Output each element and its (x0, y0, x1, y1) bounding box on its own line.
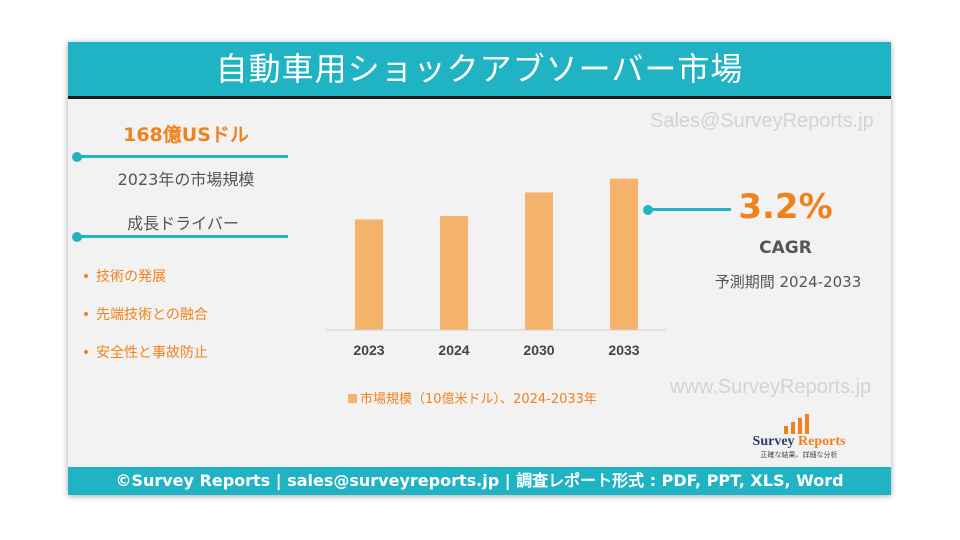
x-tick-label: 2023 (353, 342, 384, 358)
logo-tagline: 正確な結果、詳細な分析 (760, 451, 838, 459)
driver-item: • 技術の発展 (76, 267, 208, 305)
x-tick-label: 2033 (608, 342, 639, 358)
x-tick-label: 2024 (438, 342, 469, 358)
bar-2024 (440, 216, 468, 330)
drivers-divider-line (78, 235, 288, 238)
infographic-card: 自動車用ショックアブソーバー市場 Sales@SurveyReports.jp … (68, 42, 891, 495)
cagr-label: CAGR (759, 238, 812, 258)
legend-label: 市場規模（10億米ドル）、2024-2033年 (360, 392, 597, 407)
title-divider (68, 96, 891, 99)
bullet-icon: • (81, 345, 91, 361)
market-bar-chart: 2023 2024 2030 2033 (326, 178, 666, 358)
footer-bar: ©Survey Reports | sales@surveyreports.jp… (68, 467, 891, 495)
bar-2033 (610, 178, 638, 330)
driver-item: • 先端技術との融合 (76, 305, 208, 343)
email-watermark: Sales@SurveyReports.jp (650, 110, 874, 132)
driver-text: 先端技術との融合 (96, 307, 208, 323)
x-tick-label: 2030 (523, 342, 554, 358)
bullet-icon: • (81, 307, 91, 323)
driver-text: 技術の発展 (96, 269, 166, 285)
legend-swatch (348, 394, 357, 403)
market-divider-dot (72, 152, 82, 162)
bar-2023 (355, 219, 383, 330)
logo-wordmark: Survey Reports (752, 434, 846, 449)
site-watermark: www.SurveyReports.jp (670, 376, 872, 398)
chart-legend: 市場規模（10億米ドル）、2024-2033年 (348, 388, 597, 407)
page-title: 自動車用ショックアブソーバー市場 (68, 42, 891, 96)
bullet-icon: • (81, 269, 91, 285)
cagr-value: 3.2% (738, 187, 833, 227)
market-divider-line (78, 155, 288, 158)
cagr-connector-dot (643, 205, 653, 215)
driver-item: • 安全性と事故防止 (76, 343, 208, 381)
drivers-divider-dot (72, 232, 82, 242)
survey-reports-logo: Survey Reports 正確な結果、詳細な分析 (740, 414, 858, 460)
growth-drivers-list: • 技術の発展 • 先端技術との融合 • 安全性と事故防止 (76, 267, 208, 381)
cagr-connector-line (649, 208, 731, 211)
market-size-caption: 2023年の市場規模 (117, 170, 255, 189)
market-size-value: 168億USドル (123, 124, 249, 146)
bar-2030 (525, 192, 553, 330)
bar-chart-logo-icon (784, 414, 809, 434)
forecast-period: 予測期間 2024-2033 (714, 273, 862, 291)
driver-text: 安全性と事故防止 (96, 345, 208, 361)
growth-drivers-heading: 成長ドライバー (127, 214, 239, 233)
